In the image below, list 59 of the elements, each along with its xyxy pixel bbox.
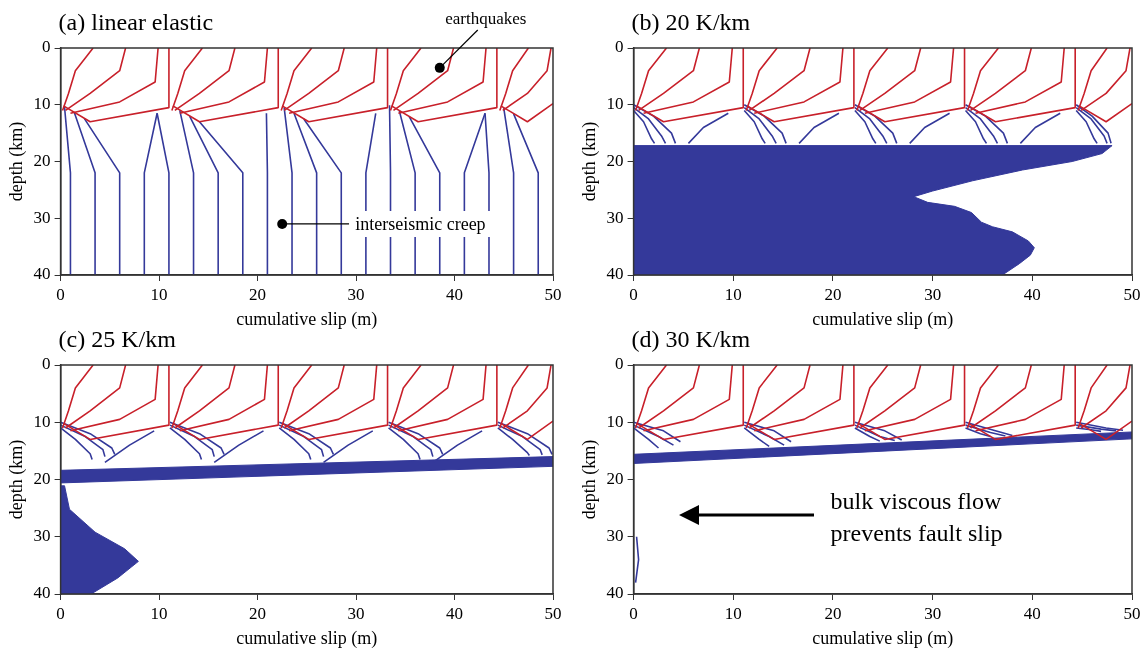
x-axis-title: cumulative slip (m) xyxy=(812,627,954,649)
y-tick-label: 0 xyxy=(615,354,624,374)
y-tick-label: 30 xyxy=(33,207,51,227)
y-tick-label: 0 xyxy=(42,354,51,374)
x-axis-title: cumulative slip (m) xyxy=(236,627,378,649)
x-tick-label: 10 xyxy=(724,284,742,304)
x-tick-label: 20 xyxy=(824,284,842,304)
y-tick-label: 40 xyxy=(606,264,624,284)
x-tick-label: 20 xyxy=(824,603,842,623)
y-tick-label: 10 xyxy=(33,94,51,114)
y-tick-label: 40 xyxy=(606,583,624,603)
chart-title: (a) linear elastic xyxy=(58,9,214,35)
y-tick-label: 10 xyxy=(33,411,51,431)
y-tick-label: 40 xyxy=(33,264,51,284)
x-tick-label: 10 xyxy=(724,603,742,623)
x-tick-label: 40 xyxy=(1023,603,1041,623)
y-tick-label: 20 xyxy=(33,468,51,488)
x-tick-label: 40 xyxy=(1023,284,1041,304)
x-tick-label: 30 xyxy=(347,284,365,304)
chart-title: (d) 30 K/km xyxy=(631,326,751,352)
x-tick-label: 50 xyxy=(544,603,562,623)
y-axis-title: depth (km) xyxy=(5,439,27,520)
x-tick-label: 50 xyxy=(1123,284,1141,304)
x-tick-label: 0 xyxy=(629,284,638,304)
y-tick-label: 20 xyxy=(33,150,51,170)
x-tick-label: 30 xyxy=(924,603,942,623)
y-tick-label: 20 xyxy=(606,150,624,170)
y-tick-label: 10 xyxy=(606,94,624,114)
x-tick-label: 0 xyxy=(56,284,65,304)
y-tick-label: 30 xyxy=(33,526,51,546)
y-axis-title: depth (km) xyxy=(578,121,600,202)
y-axis-title: depth (km) xyxy=(578,439,600,520)
x-axis-title: cumulative slip (m) xyxy=(236,308,378,330)
x-axis-title: cumulative slip (m) xyxy=(812,308,954,330)
y-tick-label: 0 xyxy=(42,37,51,57)
x-tick-label: 30 xyxy=(347,603,365,623)
x-tick-label: 10 xyxy=(150,603,168,623)
x-tick-label: 20 xyxy=(249,284,267,304)
chart-title: (b) 20 K/km xyxy=(631,9,751,35)
y-tick-label: 30 xyxy=(606,526,624,546)
x-tick-label: 50 xyxy=(544,284,562,304)
x-tick-label: 0 xyxy=(629,603,638,623)
y-tick-label: 20 xyxy=(606,468,624,488)
x-tick-label: 40 xyxy=(446,284,464,304)
y-axis-title: depth (km) xyxy=(5,121,27,202)
y-tick-label: 30 xyxy=(606,207,624,227)
annotation: earthquakes xyxy=(445,8,527,28)
x-tick-label: 50 xyxy=(1123,603,1141,623)
y-tick-label: 10 xyxy=(606,411,624,431)
y-tick-label: 0 xyxy=(615,37,624,57)
x-tick-label: 30 xyxy=(924,284,942,304)
chart-title: (c) 25 K/km xyxy=(58,326,177,352)
annotation: interseismic creep xyxy=(355,213,486,234)
x-tick-label: 10 xyxy=(150,284,168,304)
x-tick-label: 40 xyxy=(446,603,464,623)
annotation: bulk viscous flow prevents fault slip xyxy=(830,488,1003,547)
x-tick-label: 20 xyxy=(249,603,267,623)
x-tick-label: 0 xyxy=(56,603,65,623)
y-tick-label: 40 xyxy=(33,583,51,603)
